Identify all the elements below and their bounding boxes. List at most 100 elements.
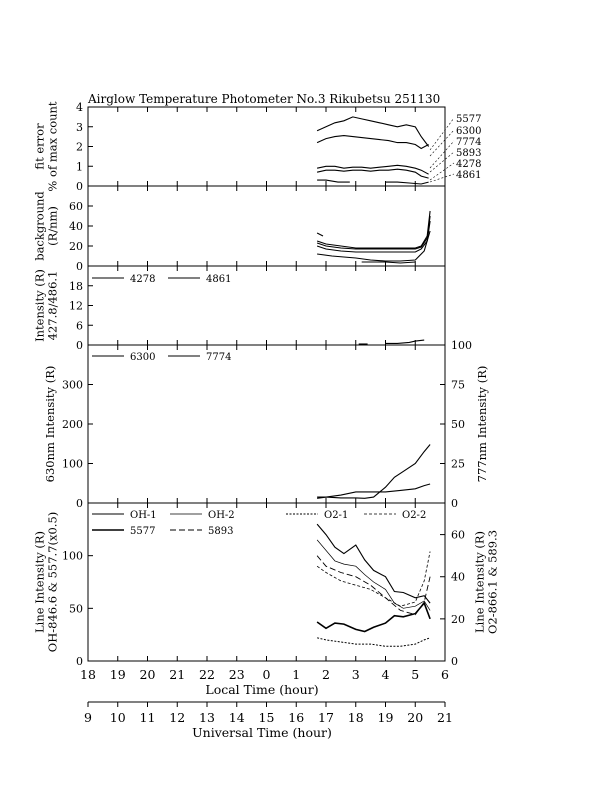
panel-2-series-d-line [317,230,431,262]
local-time-tick-label: 19 [110,667,126,682]
local-time-tick-label: 3 [352,667,360,682]
ut-tick-label: 12 [169,710,185,725]
panel-5-ytick-label: 50 [69,602,83,615]
local-time-tick-label: 5 [411,667,419,682]
panel-2-ylabel-line-1: (R/nm) [46,206,60,246]
panel-5-series-OH-2-line [316,539,431,611]
panel-4-ylabel-right: 777nm Intensity (R) [475,366,489,483]
panel-3-ylabel-line-0: Intensity (R) [33,269,47,342]
panel-5-ytick-right-label: 60 [451,529,465,542]
fit-error-leader-5577 [429,117,455,151]
panel-3-ylabel-line-1: 427.8/486.1 [46,271,60,341]
panel-2-series-a-line [316,210,431,249]
panel-1-ylabel-line-0: fit error [33,123,47,170]
panel-3-ytick-label: 18 [69,280,83,293]
panel-5-ylabel-right-line-1: O2-866.1 & 589.3 [486,530,500,634]
panel-2-ytick-label: 20 [69,240,83,253]
local-time-tick-label: 21 [169,667,185,682]
panel-4-series-6300-line [317,444,431,499]
ut-tick-label: 14 [229,710,245,725]
panel-2-series-e-line [316,232,324,237]
panel-5-ylabel-line-1: OH-846.6 & 557.7(x0.5) [46,512,60,652]
ut-tick-label: 18 [348,710,364,725]
panel-5-series-5577-line [316,601,431,633]
legend-4278-label: 4278 [130,274,155,285]
ut-tick-label: 15 [259,710,275,725]
local-time-tick-label: 0 [263,667,271,682]
panel-2-ylabel-line-0: background [33,191,47,261]
panel-2-frame [87,185,446,267]
panel-4-ylabel: 630nm Intensity (R) [43,366,57,483]
panel-1-series-5577-line [316,116,430,147]
panel-5-ytick-label: 0 [76,655,83,668]
ut-axis-label: Universal Time (hour) [192,725,332,740]
panel-2-ytick-label: 0 [76,260,83,273]
panel-1-ylabel: fit error% of max count [33,101,60,191]
panel-5-series-OH-1-line [316,523,431,604]
fit-error-label-5577: 5577 [456,114,481,125]
panel-4-ytick-label: 0 [76,497,83,510]
panel-2-ylabel: background (R/nm) [33,191,60,261]
ut-tick-label: 19 [378,710,394,725]
fit-error-leader-7774 [429,140,455,169]
ut-tick-label: 20 [407,710,423,725]
panel-3-ytick-label: 12 [69,300,83,313]
ut-tick-label: 9 [84,710,92,725]
chart-title: Airglow Temperature Photometer No.3 Riku… [87,92,440,106]
legend-oh2-label: OH-2 [208,510,235,521]
panel-4-ytick-right-label: 75 [451,379,465,392]
panel-2-series-b-line [316,215,431,250]
panel-1-frame [87,106,446,187]
panel-2-ytick-label: 60 [69,200,83,213]
panel-5-series-O2-1-line [316,637,431,647]
local-time-tick-label: 6 [441,667,449,682]
panel-5-ytick-right-label: 20 [451,613,465,626]
legend-5893-label: 5893 [208,526,233,537]
panel-1-series-6300-line [316,135,429,150]
panel-1-ytick-label: 3 [76,121,83,134]
ut-tick-label: 16 [288,710,304,725]
panel-4-frame [87,344,446,504]
legend-4861-label: 4861 [206,274,231,285]
panel-5-ytick-label: 100 [62,550,83,563]
local-time-tick-label: 2 [322,667,330,682]
legend-o21-label: O2-1 [324,510,348,521]
panel-4-ytick-right-label: 0 [451,497,458,510]
ut-tick-label: 17 [318,710,334,725]
fit-error-label-5893: 5893 [456,148,481,159]
panel-3-ylabel: Intensity (R) 427.8/486.1 [33,269,60,342]
ut-tick-label: 21 [437,710,453,725]
panel-2-series-f-line [361,261,416,264]
panel-1-ylabel-line-1: % of max count [46,101,60,191]
panel-5-series-5893-line [316,555,431,616]
local-time-tick-label: 4 [382,667,390,682]
local-time-tick-label: 20 [140,667,156,682]
fit-error-leader-4278 [429,162,455,181]
panel-1-series-4861-line [385,181,429,185]
panel-4-ytick-label: 200 [62,418,83,431]
panel-5-ylabel: Line Intensity (R) OH-846.6 & 557.7(x0.5) [33,512,60,652]
panel-4-ytick-right-label: 50 [451,418,465,431]
panel-5-series-O2-2-line [316,551,431,607]
legend-oh1-label: OH-1 [130,510,157,521]
panel-3-series-4861-line [385,339,425,344]
panel-5-ylabel-right: Line Intensity (R) O2-866.1 & 589.3 [473,530,500,634]
legend-5577-label: 5577 [130,526,155,537]
fit-error-label-7774: 7774 [456,137,481,148]
panel-2-series-c-line [316,220,431,253]
panel-3-ytick-label: 0 [76,339,83,352]
local-time-tick-label: 1 [292,667,300,682]
fit-error-leader-5893 [429,151,455,173]
fit-error-leader-6300 [429,129,455,157]
panel-1-ytick-label: 0 [76,180,83,193]
fit-error-leader-4861 [429,173,455,183]
panel-4-ylabel-right-line-0: 777nm Intensity (R) [475,366,489,483]
panel-4-ylabel-line-0: 630nm Intensity (R) [43,366,57,483]
ut-tick-label: 13 [199,710,215,725]
fit-error-label-4278: 4278 [456,159,481,170]
panel-1-ytick-label: 4 [76,101,83,114]
panel-4-series-7774-line [317,483,431,499]
panel-2-ytick-label: 40 [69,220,83,233]
legend-o22-label: O2-2 [402,510,426,521]
